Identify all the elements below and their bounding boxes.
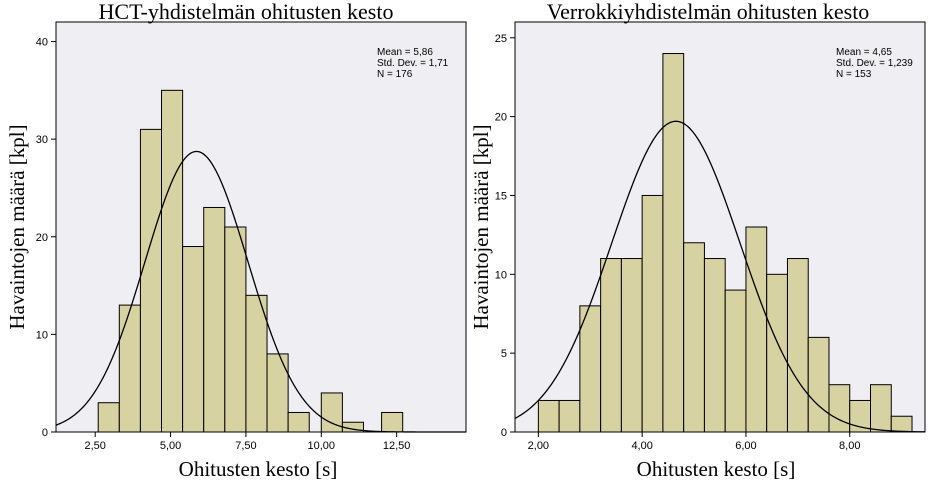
histogram-bar-7 (662, 53, 685, 433)
chart-panel-2: 0 5 10 15 20 25 2,00 4,00 6,00 8,00 Verrokkiyhdist… (469, 0, 926, 481)
x-tick-label: 2,00 (528, 440, 549, 452)
histogram-bar-9 (703, 258, 726, 433)
x-tick-label: 7,50 (235, 440, 256, 452)
y-tick-label: 10 (36, 329, 48, 341)
histogram-bar-6 (641, 194, 664, 433)
y-tick-label: 40 (36, 37, 48, 49)
histogram-bar-7 (224, 226, 247, 433)
x-tick-label: 8,00 (839, 440, 860, 452)
histogram-bar-8 (683, 242, 705, 433)
chart-title: HCT-yhdistelmän ohitusten kesto (99, 0, 394, 24)
histogram-bar-1 (97, 402, 120, 433)
histogram-bar-5 (620, 258, 643, 433)
y-tick-label: 20 (495, 112, 507, 124)
histogram-bar-8 (245, 294, 268, 433)
histogram-bar-1 (537, 399, 560, 433)
histogram-bar-13 (381, 411, 404, 433)
y-tick-label: 20 (36, 232, 48, 244)
y-tick-label: 0 (501, 427, 507, 439)
stats-line: Std. Dev. = 1,71 (377, 58, 449, 69)
chart-title: Verrokkiyhdistelmän ohitusten kesto (547, 0, 870, 24)
histogram-bar-15 (828, 384, 851, 433)
histogram-bar-13 (786, 258, 809, 433)
x-tick-label: 4,00 (631, 440, 652, 452)
stats-line: N = 176 (377, 69, 413, 80)
stats-line: Std. Dev. = 1,239 (836, 58, 913, 69)
x-tick-label: 5,00 (160, 440, 181, 452)
histogram-bar-12 (766, 273, 788, 433)
histogram-bar-18 (890, 415, 913, 433)
normal-curve (514, 120, 926, 433)
histogram-bar-11 (745, 226, 768, 433)
x-tick-label: 2,50 (84, 440, 105, 452)
histogram-bar-9 (266, 353, 289, 433)
y-tick-label: 15 (495, 190, 507, 202)
y-axis-label: Havaintojen määrä [kpl] (5, 124, 29, 329)
histogram-bar-2 (118, 304, 141, 433)
histogram-bar-6 (203, 206, 226, 433)
histogram-bar-5 (182, 246, 205, 433)
x-axis-label: Ohitusten kesto [s] (179, 457, 338, 481)
y-axis-label: Havaintojen määrä [kpl] (469, 124, 493, 329)
histogram-bar-3 (579, 305, 602, 433)
y-tick-label: 0 (42, 427, 48, 439)
histogram-bar-4 (600, 258, 622, 433)
stats-line: N = 153 (836, 69, 872, 80)
y-tick-label: 5 (501, 348, 507, 360)
plot-frame (55, 21, 467, 433)
plot-frame (514, 21, 926, 433)
x-tick-label: 12,50 (383, 440, 411, 452)
chart-panel-1: 0 10 20 30 40 2,50 5,00 7,50 10,00 12,50 HCT-yhdis… (5, 0, 467, 481)
x-tick-label: 6,00 (735, 440, 756, 452)
histogram-bar-14 (807, 336, 830, 433)
stats-line: Mean = 4,65 (836, 47, 892, 58)
histogram-bar-3 (139, 128, 163, 433)
histogram-bar-4 (161, 89, 184, 433)
x-tick-label: 10,00 (308, 440, 336, 452)
histogram-bar-10 (724, 289, 747, 433)
x-axis-label: Ohitusten kesto [s] (637, 457, 796, 481)
y-tick-label: 10 (495, 269, 507, 281)
histogram-bar-17 (870, 384, 892, 433)
stats-line: Mean = 5,86 (377, 47, 433, 58)
histogram-bar-10 (287, 411, 310, 433)
y-tick-label: 25 (495, 33, 507, 45)
histogram-bar-2 (558, 399, 581, 433)
y-tick-label: 30 (36, 134, 48, 146)
